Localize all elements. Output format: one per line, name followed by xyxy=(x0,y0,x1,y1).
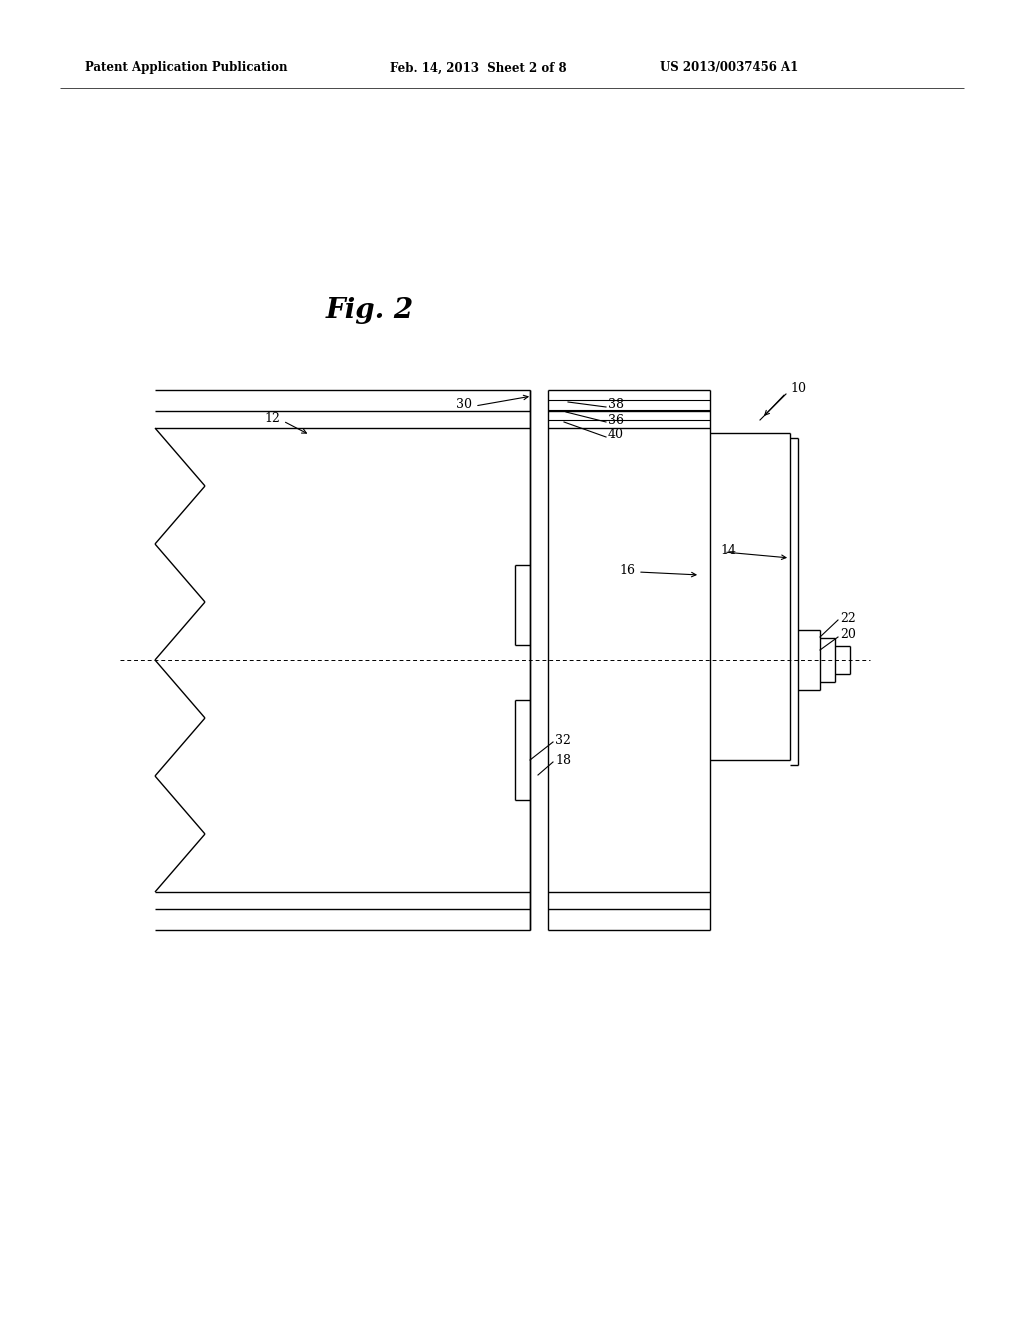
Text: 38: 38 xyxy=(608,399,624,412)
Text: 36: 36 xyxy=(608,413,624,426)
Text: 30: 30 xyxy=(456,399,472,412)
Text: 14: 14 xyxy=(720,544,736,557)
Text: 18: 18 xyxy=(555,754,571,767)
Text: 22: 22 xyxy=(840,611,856,624)
Text: 40: 40 xyxy=(608,429,624,441)
Text: US 2013/0037456 A1: US 2013/0037456 A1 xyxy=(660,62,799,74)
Text: 20: 20 xyxy=(840,628,856,642)
Text: 12: 12 xyxy=(264,412,280,425)
Text: 10: 10 xyxy=(790,381,806,395)
Text: 16: 16 xyxy=(618,564,635,577)
Text: Feb. 14, 2013  Sheet 2 of 8: Feb. 14, 2013 Sheet 2 of 8 xyxy=(390,62,566,74)
Text: 32: 32 xyxy=(555,734,570,747)
Text: Fig. 2: Fig. 2 xyxy=(326,297,414,323)
Text: Patent Application Publication: Patent Application Publication xyxy=(85,62,288,74)
